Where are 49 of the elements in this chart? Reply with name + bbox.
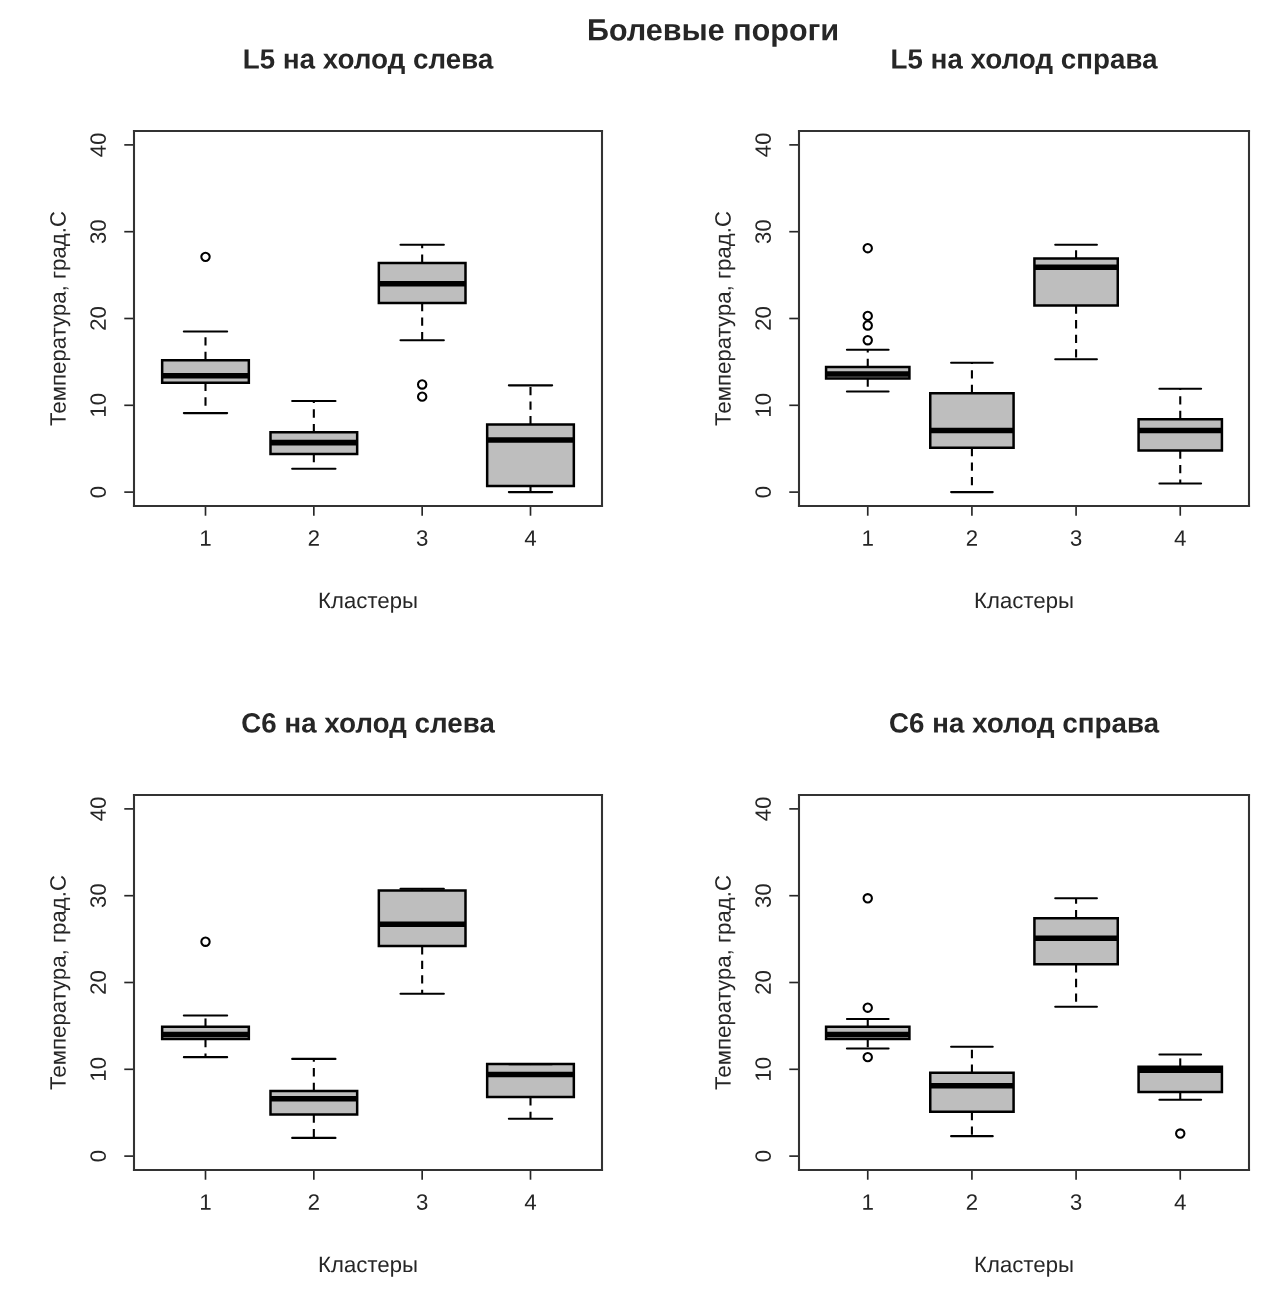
y-tick-label: 10 bbox=[755, 393, 771, 416]
x-axis-title: Кластеры bbox=[319, 592, 417, 613]
x-tick-label: 1 bbox=[863, 1194, 873, 1210]
x-tick-label: 3 bbox=[1070, 530, 1082, 546]
y-tick-label: 30 bbox=[90, 220, 106, 244]
y-tick-label: 20 bbox=[90, 971, 106, 994]
x-tick-label: 3 bbox=[1070, 1194, 1082, 1210]
x-tick-label: 1 bbox=[201, 1194, 211, 1210]
x-tick-label: 3 bbox=[416, 530, 428, 546]
y-tick-label: 0 bbox=[755, 1150, 771, 1162]
x-tick-label: 1 bbox=[863, 530, 873, 546]
y-axis-title: Температура, град.С bbox=[715, 875, 736, 1090]
y-tick-label: 10 bbox=[755, 1057, 771, 1080]
y-tick-label: 40 bbox=[755, 797, 771, 821]
x-axis-title: Кластеры bbox=[975, 1256, 1073, 1277]
x-axis-title: Кластеры bbox=[975, 592, 1073, 613]
chart-title: C6 на холод справа bbox=[890, 713, 1160, 739]
x-tick-label: 2 bbox=[308, 530, 319, 546]
y-tick-label: 30 bbox=[90, 884, 106, 908]
x-tick-label: 4 bbox=[524, 530, 537, 546]
text: Болевые пороги bbox=[588, 19, 837, 47]
y-tick-label: 0 bbox=[755, 486, 771, 498]
y-tick-label: 40 bbox=[90, 133, 106, 157]
y-tick-label: 10 bbox=[90, 1057, 106, 1080]
y-tick-label: 30 bbox=[755, 220, 771, 244]
chart-title: L5 на холод справа bbox=[892, 49, 1158, 75]
y-tick-label: 20 bbox=[90, 307, 106, 330]
y-tick-label: 20 bbox=[755, 971, 771, 994]
x-tick-label: 4 bbox=[1174, 1194, 1186, 1210]
x-tick-label: 3 bbox=[416, 1194, 428, 1210]
y-axis-title: Температура, град.С bbox=[715, 211, 736, 426]
y-axis-title: Температура, град.С bbox=[50, 211, 71, 426]
y-tick-label: 40 bbox=[755, 133, 771, 157]
x-tick-label: 2 bbox=[966, 530, 977, 546]
x-tick-label: 4 bbox=[524, 1194, 537, 1210]
y-tick-label: 0 bbox=[90, 1150, 106, 1162]
y-tick-label: 10 bbox=[90, 393, 106, 416]
x-tick-label: 4 bbox=[1174, 530, 1186, 546]
x-axis-title: Кластеры bbox=[319, 1256, 417, 1277]
x-tick-label: 2 bbox=[966, 1194, 977, 1210]
x-tick-label: 1 bbox=[201, 530, 211, 546]
y-tick-label: 20 bbox=[755, 307, 771, 330]
y-tick-label: 0 bbox=[90, 486, 106, 498]
chart-title: C6 на холод слева bbox=[242, 713, 496, 739]
y-axis-title: Температура, град.С bbox=[50, 875, 71, 1090]
chart-title: L5 на холод слева bbox=[244, 49, 494, 75]
y-tick-label: 40 bbox=[90, 797, 106, 821]
x-tick-label: 2 bbox=[308, 1194, 319, 1210]
y-tick-label: 30 bbox=[755, 884, 771, 908]
